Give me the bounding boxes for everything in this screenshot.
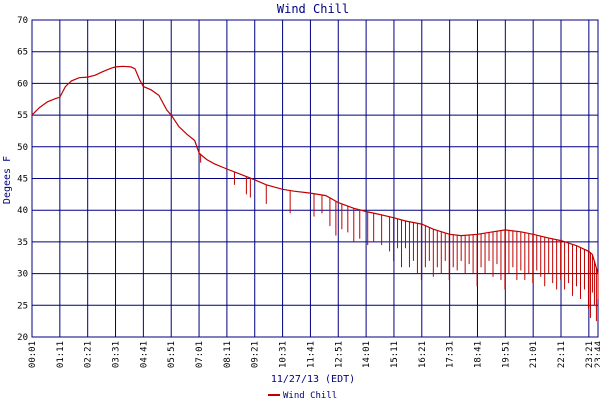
y-tick-label: 40 — [17, 206, 28, 216]
x-tick-label: 02:21 — [84, 341, 94, 368]
x-tick-label: 05:51 — [167, 341, 177, 368]
x-tick-label: 07:01 — [195, 341, 205, 368]
y-tick-label: 60 — [17, 79, 28, 89]
legend: Wind Chill — [268, 391, 337, 400]
x-tick-label: 18:41 — [473, 341, 483, 368]
x-tick-label: 17:31 — [446, 341, 456, 368]
x-axis-label: 11/27/13 (EDT) — [271, 374, 355, 385]
y-tick-label: 70 — [17, 16, 28, 26]
series-group — [31, 65, 599, 322]
x-tick-label: 23:21 — [585, 341, 595, 368]
x-tick-label: 11:41 — [306, 341, 316, 368]
y-tick-label: 65 — [17, 48, 28, 58]
y-tick-label: 45 — [17, 175, 28, 185]
x-tick-label: 10:31 — [279, 341, 289, 368]
grid-lines — [31, 19, 599, 338]
x-axis-ticks: 00:01 01:11 02:21 03:31 04:41 05:51 07:01 08:11… — [28, 341, 600, 368]
x-tick-label: 14:01 — [362, 341, 372, 368]
x-tick-label: 16:21 — [418, 341, 428, 368]
y-axis-label: Degees F — [2, 156, 13, 204]
x-tick-label: 15:11 — [390, 341, 400, 368]
x-tick-label: 04:41 — [139, 341, 149, 368]
plot-area-border — [31, 19, 599, 338]
x-tick-label: 01:11 — [56, 341, 66, 368]
y-tick-label: 35 — [17, 238, 28, 248]
legend-label: Wind Chill — [283, 391, 337, 400]
x-tick-label: 19:51 — [501, 341, 511, 368]
x-tick-label: 09:21 — [251, 341, 261, 368]
chart-title: Wind Chill — [277, 2, 349, 16]
x-tick-label: 00:01 — [28, 341, 38, 368]
x-tick-label: 12:51 — [334, 341, 344, 368]
y-tick-label: 30 — [17, 270, 28, 280]
x-tick-label: 23:44 — [594, 341, 600, 368]
x-tick-label: 21:01 — [529, 341, 539, 368]
y-tick-label: 20 — [17, 333, 28, 343]
series-line-wind-chill — [31, 65, 599, 274]
y-tick-label: 25 — [17, 301, 28, 311]
y-tick-label: 55 — [17, 111, 28, 121]
y-tick-label: 50 — [17, 143, 28, 153]
y-axis-ticks: 20 25 30 35 40 45 50 55 60 65 70 — [17, 16, 28, 343]
x-tick-label: 08:11 — [223, 341, 233, 368]
x-tick-label: 22:11 — [557, 341, 567, 368]
x-tick-label: 03:31 — [112, 341, 122, 368]
